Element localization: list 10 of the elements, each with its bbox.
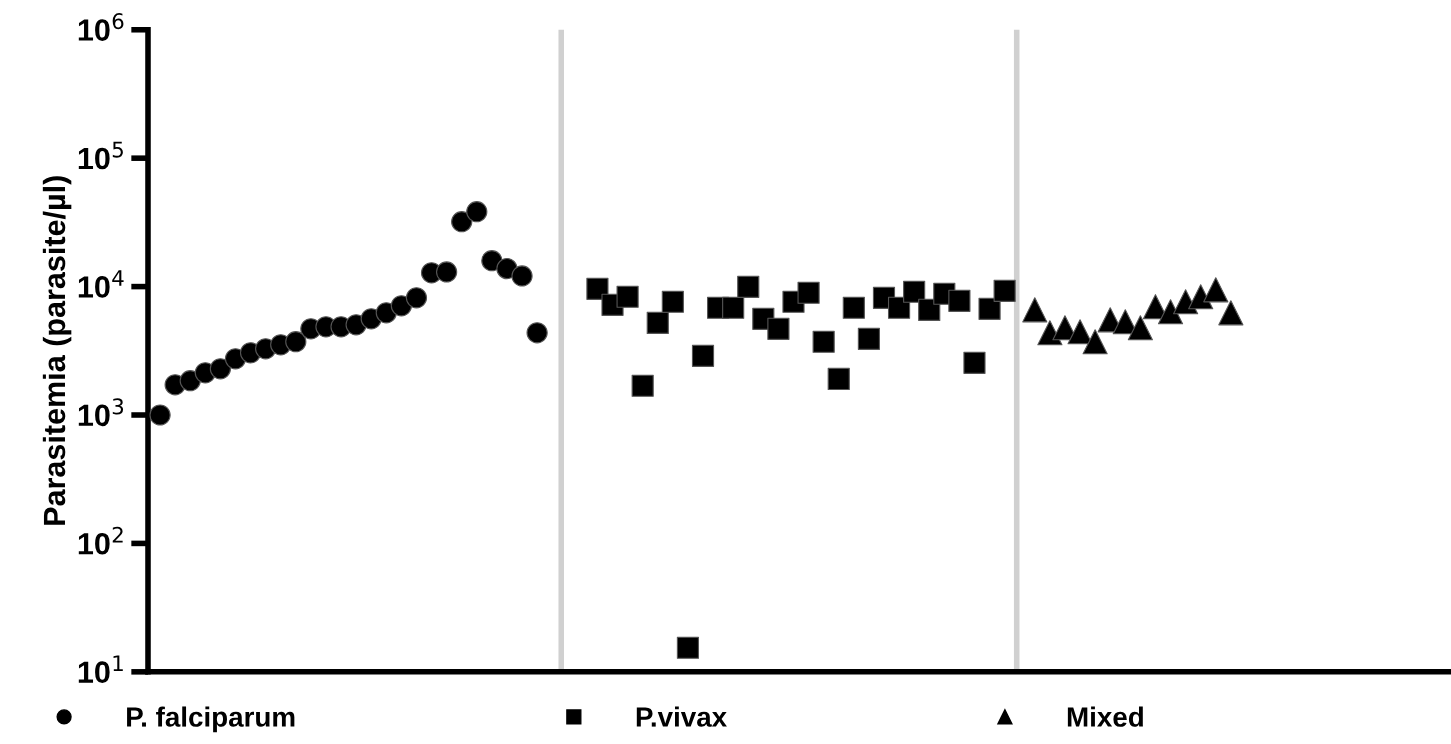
legend-label: Mixed: [1067, 706, 1143, 727]
y-tick-label: 10$^{2}$: [78, 526, 123, 555]
legend-label: P.vivax: [636, 706, 727, 727]
y-tick-label: 10$^{5}$: [78, 141, 123, 170]
y-tick-label: 10$^{1}$: [78, 655, 123, 683]
y-tick-label: 10$^{6}$: [78, 13, 124, 41]
y-tick-label: 10$^{4}$: [78, 270, 124, 298]
legend-label: P. falciparum: [127, 706, 295, 733]
y-axis-title: Parasitemia (parasite/µl): [42, 176, 72, 525]
y-tick-label: 10$^{3}$: [78, 398, 124, 427]
